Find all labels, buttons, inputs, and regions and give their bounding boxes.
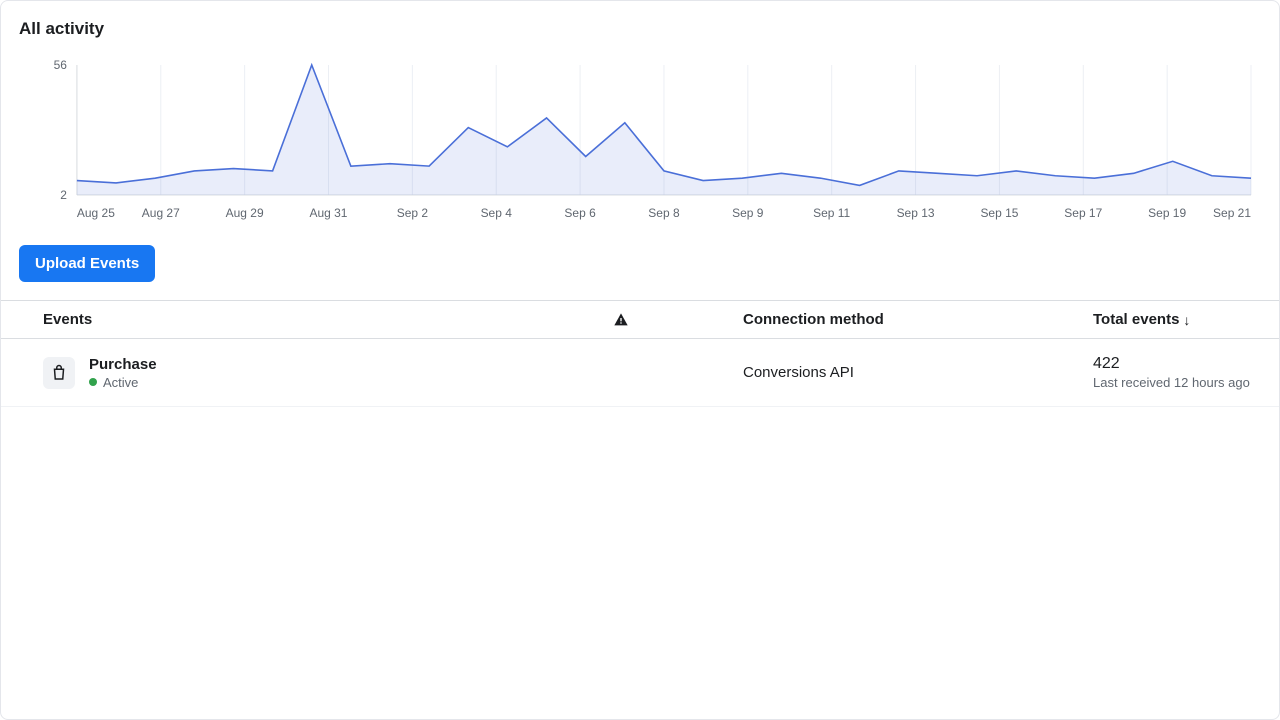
svg-text:Sep 15: Sep 15 [980,206,1018,220]
col-header-events[interactable]: Events [43,311,613,328]
col-header-total[interactable]: Total events ↓ [1093,311,1251,328]
svg-text:Sep 2: Sep 2 [397,206,429,220]
svg-text:Sep 6: Sep 6 [564,206,596,220]
table-row[interactable]: Purchase Active Conversions API 422 Last… [1,339,1279,407]
svg-text:Aug 31: Aug 31 [310,206,348,220]
svg-text:Sep 19: Sep 19 [1148,206,1186,220]
event-total: 422 [1093,355,1250,373]
svg-text:Sep 4: Sep 4 [481,206,513,220]
shopping-bag-icon [50,364,68,382]
event-method: Conversions API [743,364,1093,381]
warning-icon [613,312,629,328]
svg-text:56: 56 [54,58,68,72]
event-icon-box [43,357,75,389]
svg-text:Sep 11: Sep 11 [813,206,850,220]
svg-text:Aug 25: Aug 25 [77,206,115,220]
svg-text:Sep 21: Sep 21 [1213,206,1251,220]
events-table: Events Connection method Total events ↓ [1,300,1279,407]
svg-text:Aug 29: Aug 29 [226,206,264,220]
svg-text:Sep 17: Sep 17 [1064,206,1102,220]
col-header-warning[interactable] [613,312,743,328]
svg-text:Aug 27: Aug 27 [142,206,180,220]
section-title: All activity [1,1,1279,47]
svg-text:Sep 13: Sep 13 [897,206,935,220]
activity-panel: All activity 56 2 Aug 25 Aug 27 Aug 29 Aug 31… [0,0,1280,720]
svg-text:Sep 8: Sep 8 [648,206,680,220]
svg-text:2: 2 [60,188,67,202]
event-last-received: Last received 12 hours ago [1093,375,1250,390]
col-header-total-label: Total events [1093,311,1179,328]
sort-arrow-icon: ↓ [1183,312,1190,328]
event-status-label: Active [103,375,138,390]
table-header-row: Events Connection method Total events ↓ [1,300,1279,339]
event-name: Purchase [89,356,157,373]
col-header-method[interactable]: Connection method [743,311,1093,328]
status-dot-icon [89,378,97,386]
svg-text:Sep 9: Sep 9 [732,206,764,220]
event-status: Active [89,375,157,390]
upload-events-button[interactable]: Upload Events [19,245,155,282]
chart-svg: 56 2 Aug 25 Aug 27 Aug 29 Aug 31 Sep 2 Sep 4 Sep… [19,57,1261,227]
activity-chart: 56 2 Aug 25 Aug 27 Aug 29 Aug 31 Sep 2 Sep 4 Sep… [1,47,1279,227]
